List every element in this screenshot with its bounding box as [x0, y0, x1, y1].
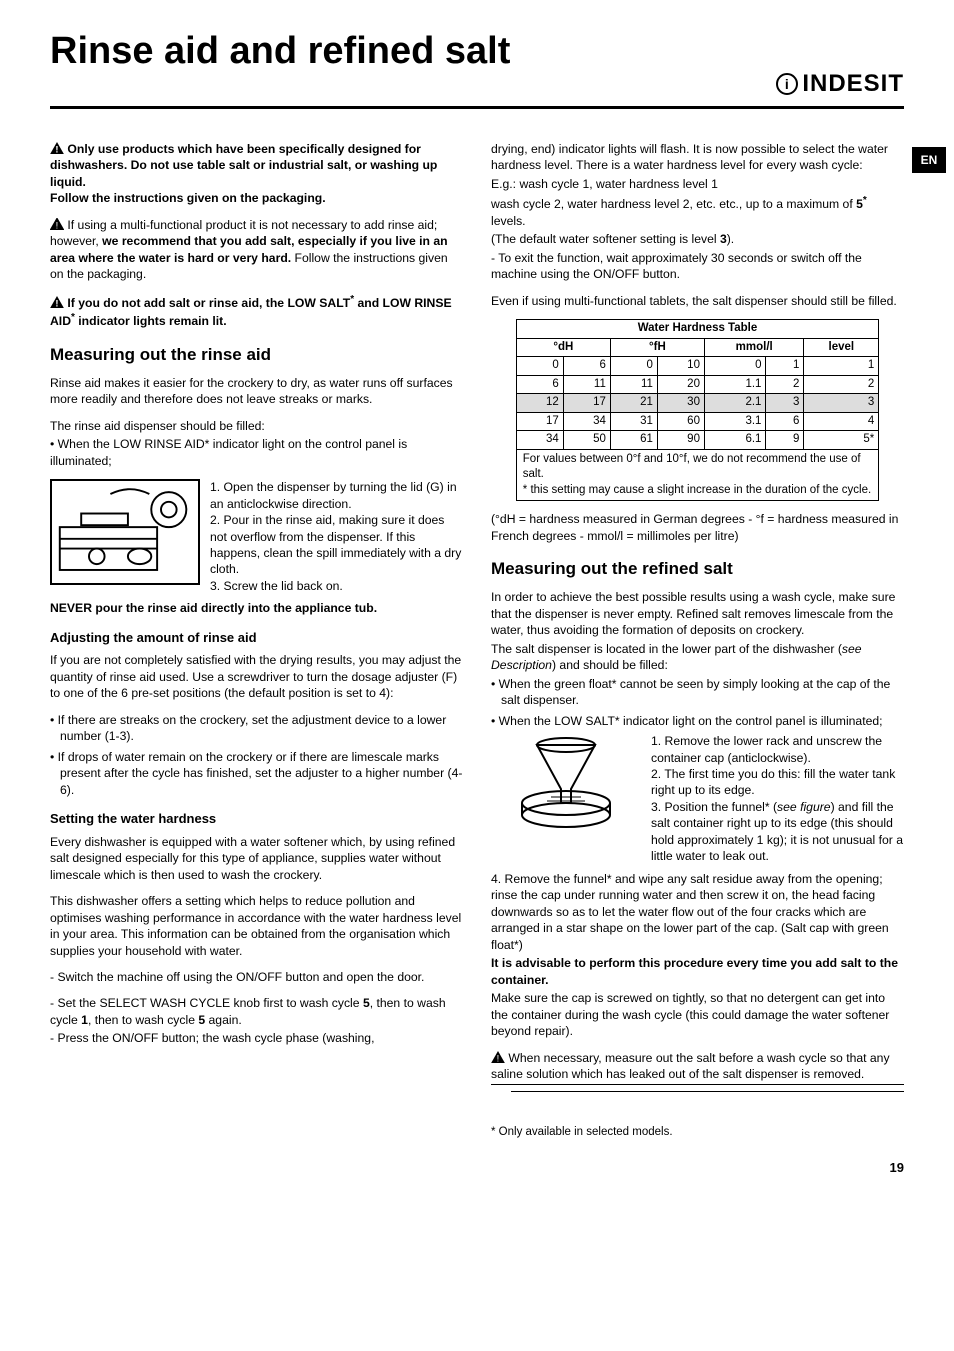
water-hardness-table: Water Hardness Table °dH °fH mmol/l leve… — [516, 319, 879, 501]
svg-text:!: ! — [55, 143, 58, 154]
svg-text:!: ! — [55, 297, 58, 308]
salt-li-float: When the green float* cannot be seen by … — [491, 676, 904, 709]
salt-steps-side: 1. Remove the lower rack and unscrew the… — [651, 733, 904, 865]
warning-icon: ! — [50, 142, 64, 154]
table-row: 61111201.122 — [516, 375, 878, 394]
heading-rinse-aid: Measuring out the rinse aid — [50, 344, 463, 367]
para-max: wash cycle 2, water hardness level 2, et… — [491, 194, 904, 229]
para-salt-intro: In order to achieve the best possible re… — [491, 589, 904, 638]
para-rinse-intro: Rinse aid makes it easier for the crocke… — [50, 375, 463, 408]
salt-final-warn: ! When necessary, measure out the salt b… — [491, 1050, 904, 1083]
warning-low-salt: ! If you do not add salt or rinse aid, t… — [50, 293, 463, 330]
para-dispenser-fill: The rinse aid dispenser should be filled… — [50, 418, 463, 434]
para-softener: Every dishwasher is equipped with a wate… — [50, 834, 463, 883]
table-caption: Water Hardness Table — [516, 320, 878, 339]
salt-fill-list: When the green float* cannot be seen by … — [491, 676, 904, 729]
para-adjust: If you are not completely satisfied with… — [50, 652, 463, 701]
warning-icon: ! — [50, 296, 64, 308]
para-tablets: Even if using multi-functional tablets, … — [491, 293, 904, 309]
brand-text: INDESIT — [802, 70, 904, 98]
warning-1: ! Only use products which have been spec… — [50, 141, 463, 207]
table-row: 173431603.164 — [516, 412, 878, 431]
salt-advisable: It is advisable to perform this procedur… — [491, 955, 904, 988]
para-default: (The default water softener setting is l… — [491, 231, 904, 247]
para-setting: This dishwasher offers a setting which h… — [50, 893, 463, 959]
svg-text:!: ! — [497, 1052, 500, 1063]
heading-adjust: Adjusting the amount of rinse aid — [50, 629, 463, 647]
page-title: Rinse aid and refined salt — [50, 30, 510, 73]
para-units: (°dH = hardness measured in German degre… — [491, 511, 904, 544]
para-multifunctional: ! If using a multi-functional product it… — [50, 217, 463, 283]
step-press-onoff: - Press the ON/OFF button; the wash cycl… — [50, 1030, 463, 1046]
para-drying: drying, end) indicator lights will flash… — [491, 141, 904, 174]
table-row: 121721302.133 — [516, 394, 878, 413]
dispenser-figure — [50, 479, 200, 585]
brand-logo: i INDESIT — [776, 70, 904, 98]
page-number: 19 — [50, 1160, 904, 1175]
lang-badge: EN — [912, 147, 946, 173]
step-select-cycle: - Set the SELECT WASH CYCLE knob first t… — [50, 995, 463, 1028]
warning-icon: ! — [50, 218, 64, 230]
funnel-svg — [491, 733, 641, 833]
info-icon: i — [776, 73, 798, 95]
footnote-rule — [511, 1091, 904, 1092]
never-pour: NEVER pour the rinse aid directly into t… — [50, 600, 463, 616]
bullet-low-rinse: • When the LOW RINSE AID* indicator ligh… — [50, 436, 463, 469]
funnel-figure — [491, 733, 641, 833]
dispenser-svg — [52, 479, 198, 585]
warning-icon: ! — [491, 1051, 505, 1063]
adjust-list: If there are streaks on the crockery, se… — [50, 712, 463, 798]
col-end-rule — [491, 1084, 904, 1085]
para-exit: - To exit the function, wait approximate… — [491, 250, 904, 283]
adjust-item-high: If drops of water remain on the crockery… — [50, 749, 463, 798]
para-eg: E.g.: wash cycle 1, water hardness level… — [491, 176, 904, 192]
para-salt-loc: The salt dispenser is located in the low… — [491, 641, 904, 674]
th-level: level — [804, 338, 879, 357]
dispenser-steps: 1. Open the dispenser by turning the lid… — [210, 479, 463, 594]
heading-salt: Measuring out the refined salt — [491, 558, 904, 581]
table-note: For values between 0°f and 10°f, we do n… — [516, 449, 878, 501]
salt-li-indicator: When the LOW SALT* indicator light on th… — [491, 713, 904, 729]
step-switch-off: - Switch the machine off using the ON/OF… — [50, 969, 463, 985]
salt-cap-tight: Make sure the cap is screwed on tightly,… — [491, 990, 904, 1039]
left-column: ! Only use products which have been spec… — [50, 141, 463, 1085]
heading-hardness: Setting the water hardness — [50, 810, 463, 828]
svg-text:!: ! — [56, 219, 59, 230]
table-row: 345061906.195* — [516, 431, 878, 450]
footnote: * Only available in selected models. — [491, 1126, 904, 1138]
th-dh: °dH — [516, 338, 610, 357]
adjust-item-low: If there are streaks on the crockery, se… — [50, 712, 463, 745]
table-row: 06010011 — [516, 357, 878, 376]
salt-step4: 4. Remove the funnel* and wipe any salt … — [491, 871, 904, 953]
header-rule — [50, 106, 904, 109]
th-fh: °fH — [610, 338, 704, 357]
right-column: drying, end) indicator lights will flash… — [491, 141, 904, 1085]
th-mmol: mmol/l — [704, 338, 803, 357]
